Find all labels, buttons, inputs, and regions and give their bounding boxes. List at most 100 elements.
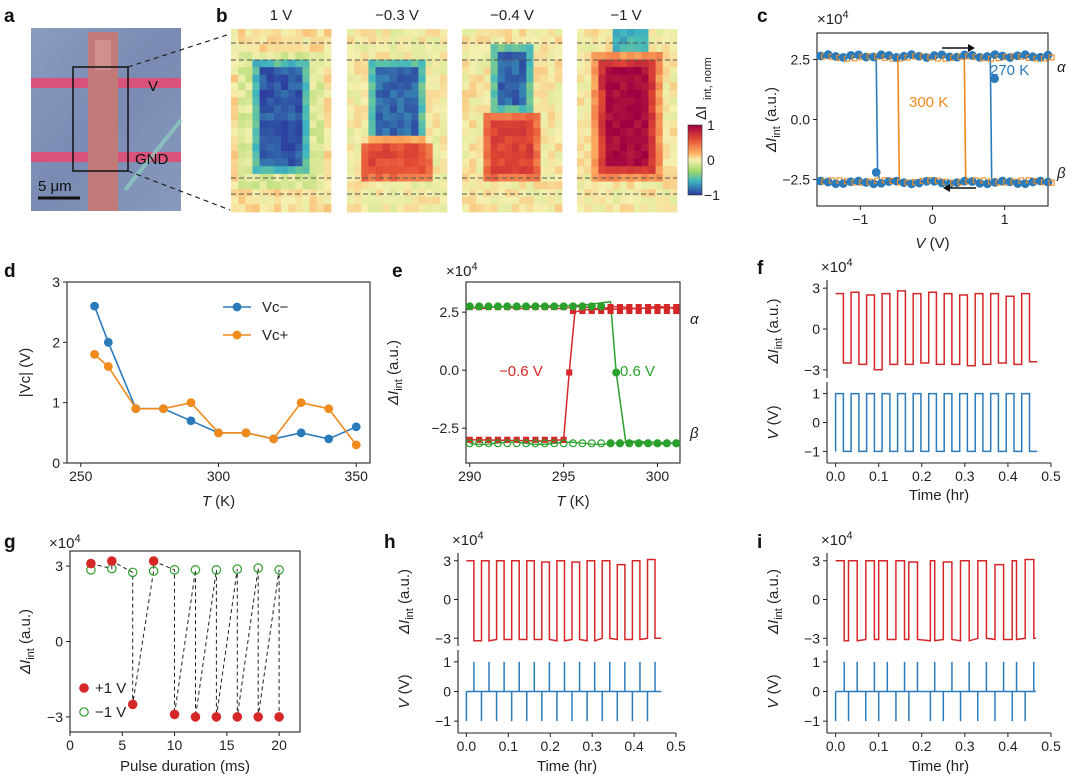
ph-xtick: 0.0 (457, 738, 477, 754)
heatmap-pixel (591, 29, 599, 38)
heatmap-pixel (476, 135, 484, 144)
heatmap-pixel (526, 166, 534, 175)
heatmap-pixel (669, 181, 678, 190)
heatmap-pixel (347, 143, 355, 152)
heatmap-pixel (619, 173, 628, 182)
series-270K-point (838, 53, 848, 62)
panel-label-i: i (757, 532, 762, 553)
heatmap-pixel (619, 143, 628, 152)
series-orange-point (186, 398, 196, 408)
heatmap-pixel (540, 181, 549, 190)
panel-label-f: f (757, 258, 764, 279)
heatmap-pixel (231, 189, 239, 198)
heatmap-pixel (309, 29, 318, 38)
pf-exponent: ×104 (821, 257, 853, 276)
heatmap-pixel (554, 120, 563, 129)
series-pos06-point (597, 439, 606, 448)
legend-pos1V-marker (79, 683, 89, 693)
heatmap-pixel (519, 143, 527, 152)
panel-d-ylabel: |Vc| (V) (17, 348, 34, 397)
heatmap-pixel (577, 51, 585, 60)
heatmap-pixel (439, 90, 448, 99)
legend-label-0: Vc− (262, 299, 289, 316)
heatmap-pixel (288, 151, 296, 160)
heatmap-pixel (404, 196, 412, 205)
heatmap-pixel (612, 181, 621, 190)
heatmap-pixel (323, 196, 332, 205)
heatmap-pixel (612, 166, 621, 175)
heatmap-pixel (504, 143, 513, 152)
heatmap-pixel (375, 29, 384, 38)
heatmap-pixel (397, 29, 405, 38)
heatmap-pixel (418, 74, 426, 83)
heatmap-pixel (669, 158, 678, 167)
heatmap-pixel (490, 143, 499, 152)
heatmap-pixel (323, 29, 332, 38)
heatmap-pixel (605, 59, 614, 68)
heatmap-pixel (584, 97, 592, 106)
heatmap-pixel (389, 143, 398, 152)
heatmap-pixel (598, 97, 606, 106)
heatmap-pixel (655, 44, 664, 53)
heatmap-pixel (490, 135, 499, 144)
heatmap-pixel (469, 128, 477, 137)
heatmap-pixel (273, 135, 282, 144)
heatmap-pixel (316, 97, 325, 106)
heatmap-pixel (273, 204, 282, 213)
series-orange-point (241, 428, 251, 438)
heatmap-pixel (526, 36, 534, 45)
heatmap-pixel (504, 120, 513, 129)
heatmap-pixel (368, 181, 376, 190)
heatmap-pixel (584, 90, 592, 99)
heatmap-pixel (397, 181, 405, 190)
heatmap-pixel (641, 29, 649, 38)
heatmap-pixel (266, 120, 275, 129)
heatmap-pixel (577, 143, 585, 152)
series-270K-point (990, 50, 1000, 60)
heatmap-pixel (641, 90, 649, 99)
series-pos1V-point (107, 556, 117, 566)
heatmap-pixel (497, 112, 506, 121)
heatmap-pixel (425, 90, 434, 99)
heatmap-pixel (634, 135, 642, 144)
heatmap-pixel (612, 112, 621, 121)
heatmap-pixel (432, 97, 441, 106)
heatmap-pixel (309, 97, 318, 106)
pf-xtick: 0.5 (1041, 468, 1061, 484)
heatmap-pixel (577, 90, 585, 99)
heatmap-pixel (476, 74, 484, 83)
heatmap-pixel (382, 44, 391, 53)
heatmap-pixel (266, 36, 275, 45)
heatmap-pixel (554, 112, 563, 121)
heatmap-pixel (288, 143, 296, 152)
heatmap-pixel (273, 97, 282, 106)
heatmap-pixel (231, 67, 239, 76)
panel-d-xlabel: T (K) (202, 493, 235, 510)
heatmap-pixel (411, 90, 419, 99)
panel-g-xtick: 15 (219, 737, 235, 753)
heatmap-pixel (368, 158, 376, 167)
heatmap-pixel (316, 143, 325, 152)
heatmap-pixel (584, 181, 592, 190)
heatmap-pixel (591, 204, 599, 213)
heatmap-pixel (540, 204, 549, 213)
heatmap-pixel (411, 189, 419, 198)
heatmap-pixel (655, 112, 664, 121)
heatmap-pixel (382, 120, 391, 129)
series-pos06-point (550, 439, 559, 448)
pi-xtick: 0.0 (826, 738, 846, 754)
heatmap-pixel (281, 158, 289, 167)
pf-top-ytick: 0 (812, 321, 820, 337)
heatmap-pixel (584, 59, 592, 68)
series-pos06-point (465, 439, 474, 448)
heatmap-pixel (273, 51, 282, 60)
series-270K-point (937, 178, 947, 188)
heatmap-pixel (418, 196, 426, 205)
heatmap-pixel (361, 158, 369, 167)
series-300K-point (1048, 179, 1055, 186)
heatmap-pixel (504, 44, 513, 53)
heatmap-pixel (669, 166, 678, 175)
heatmap-pixel (512, 51, 520, 60)
heatmap-pixel (411, 143, 419, 152)
